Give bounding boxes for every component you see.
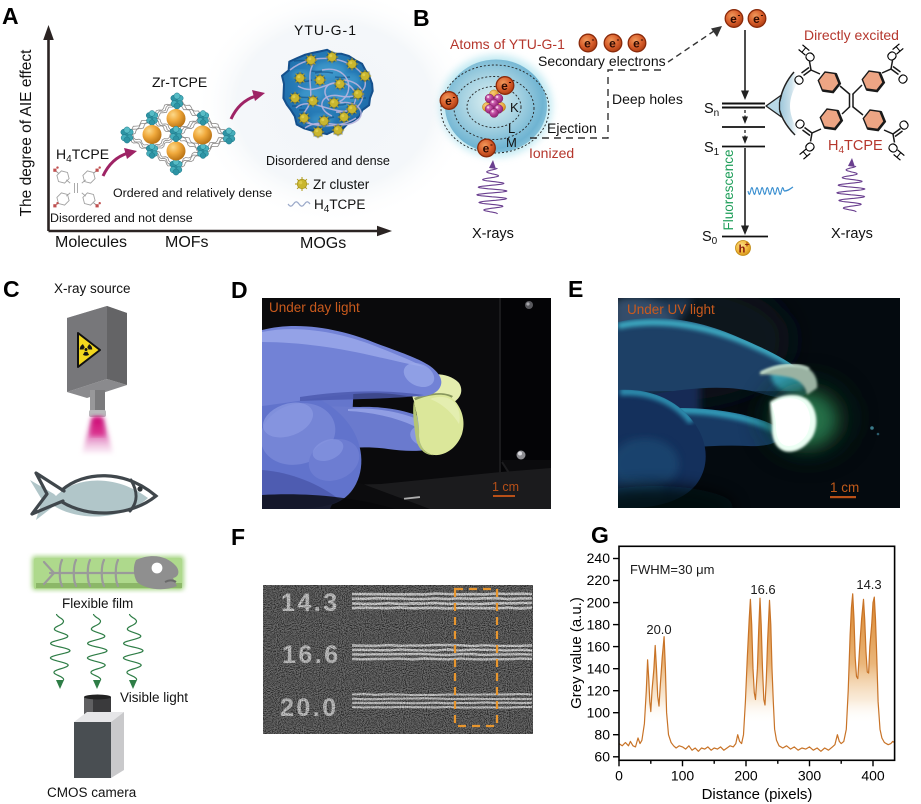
svg-text:e: e — [730, 12, 737, 26]
svg-text:220: 220 — [587, 572, 611, 588]
svg-text:The degree of AIE effect: The degree of AIE effect — [18, 49, 35, 217]
svg-text:S1: S1 — [704, 140, 720, 158]
svg-text:200: 200 — [587, 594, 611, 610]
svg-text:FWHM=30 μm: FWHM=30 μm — [630, 562, 714, 577]
svg-text:L: L — [508, 121, 515, 136]
svg-text:100: 100 — [671, 767, 695, 783]
svg-text:h: h — [739, 244, 746, 256]
svg-text:Distance (pixels): Distance (pixels) — [702, 786, 813, 803]
svg-text:CMOS camera: CMOS camera — [47, 785, 137, 800]
svg-text:e: e — [609, 37, 616, 51]
svg-text:Disordered and not dense: Disordered and not dense — [50, 211, 193, 225]
svg-text:-: - — [617, 35, 620, 44]
svg-text:Under UV light: Under UV light — [627, 302, 715, 317]
svg-text:e: e — [633, 37, 640, 51]
svg-text:Ionized: Ionized — [529, 145, 574, 161]
svg-text:H4TCPE: H4TCPE — [56, 146, 109, 165]
svg-text:e: e — [753, 12, 760, 26]
svg-text:Sn: Sn — [704, 101, 719, 119]
svg-text:M: M — [506, 135, 517, 150]
svg-text:140: 140 — [587, 660, 611, 676]
svg-text:YTU-G-1: YTU-G-1 — [294, 22, 357, 38]
svg-text:400: 400 — [861, 767, 885, 783]
svg-text:H4TCPE: H4TCPE — [828, 138, 883, 156]
svg-text:e: e — [445, 94, 452, 108]
svg-text:e: e — [483, 142, 490, 156]
svg-text:200: 200 — [734, 767, 758, 783]
svg-text:Secondary electrons: Secondary electrons — [538, 53, 666, 69]
svg-text:Atoms of YTU-G-1: Atoms of YTU-G-1 — [450, 36, 565, 52]
svg-text:100: 100 — [587, 704, 611, 720]
svg-text:Deep holes: Deep holes — [612, 91, 683, 107]
svg-text:14.3: 14.3 — [856, 577, 881, 592]
svg-text:-: - — [761, 11, 764, 20]
svg-text:1 cm: 1 cm — [492, 480, 519, 494]
svg-text:240: 240 — [587, 550, 611, 566]
svg-text:160: 160 — [587, 638, 611, 654]
svg-text:K: K — [510, 100, 519, 115]
svg-text:Grey value (a.u.): Grey value (a.u.) — [568, 597, 585, 709]
svg-text:F: F — [231, 524, 245, 550]
svg-text:MOFs: MOFs — [165, 234, 209, 251]
svg-text:A: A — [2, 3, 19, 29]
svg-text:-: - — [490, 140, 493, 149]
svg-text:0: 0 — [615, 767, 623, 783]
svg-text:Ejection: Ejection — [547, 120, 597, 136]
svg-text:-: - — [641, 35, 644, 44]
svg-text:X-ray source: X-ray source — [54, 281, 131, 296]
svg-text:Flexible film: Flexible film — [62, 596, 133, 611]
svg-text:S0: S0 — [702, 229, 718, 247]
svg-text:Visible light: Visible light — [120, 690, 188, 705]
svg-text:B: B — [413, 5, 430, 31]
svg-text:X-rays: X-rays — [831, 226, 873, 242]
svg-text:300: 300 — [798, 767, 822, 783]
svg-text:e: e — [584, 37, 591, 51]
svg-text:Disordered and dense: Disordered and dense — [266, 154, 390, 168]
svg-text:-: - — [453, 93, 456, 102]
svg-text:120: 120 — [587, 682, 611, 698]
svg-text:Fluorescence: Fluorescence — [721, 149, 736, 230]
svg-text:X-rays: X-rays — [472, 226, 514, 242]
svg-text:G: G — [591, 522, 609, 548]
svg-text:Directly excited: Directly excited — [804, 27, 899, 43]
svg-text:-: - — [592, 35, 595, 44]
svg-text:+: + — [745, 240, 750, 249]
svg-text:D: D — [231, 277, 248, 303]
svg-text:180: 180 — [587, 616, 611, 632]
svg-text:Molecules: Molecules — [55, 234, 127, 251]
svg-text:Under day light: Under day light — [269, 300, 360, 315]
svg-text:e: e — [501, 79, 508, 93]
svg-text:60: 60 — [594, 749, 610, 765]
svg-text:-: - — [738, 11, 741, 20]
svg-text:C: C — [3, 276, 20, 302]
svg-text:20.0: 20.0 — [646, 622, 671, 637]
svg-text:-: - — [509, 78, 512, 87]
svg-text:80: 80 — [594, 726, 610, 742]
svg-text:Ordered and relatively dense: Ordered and relatively dense — [113, 186, 272, 200]
svg-text:E: E — [568, 276, 583, 302]
svg-text:MOGs: MOGs — [300, 235, 346, 252]
svg-text:Zr cluster: Zr cluster — [313, 177, 370, 192]
svg-text:1 cm: 1 cm — [830, 480, 859, 495]
svg-text:Zr-TCPE: Zr-TCPE — [152, 74, 207, 90]
svg-text:16.6: 16.6 — [750, 582, 775, 597]
